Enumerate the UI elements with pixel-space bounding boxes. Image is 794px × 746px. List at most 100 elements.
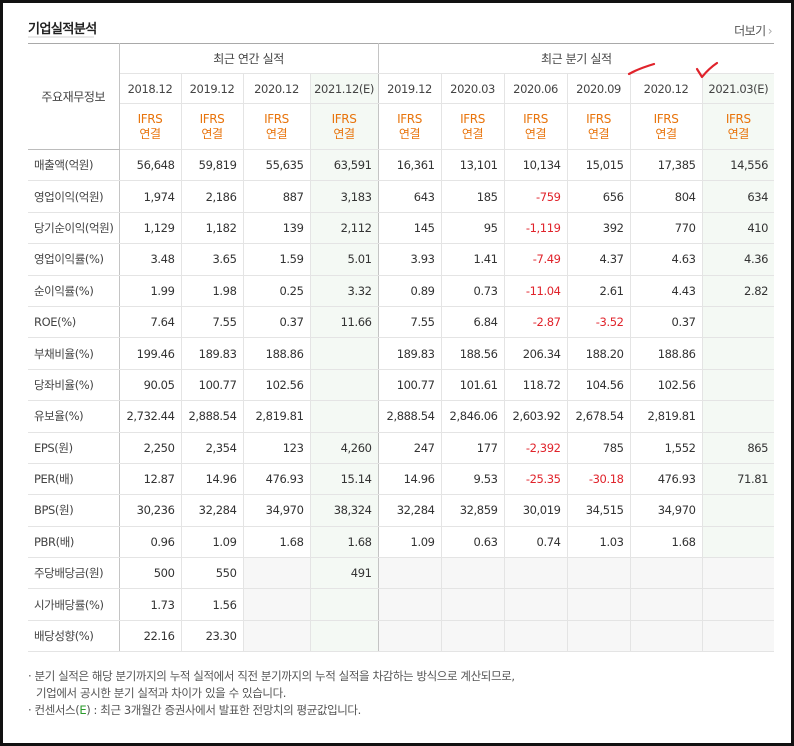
value-cell: 887 [243,180,311,213]
footnote-2-e: E [79,703,87,717]
value-cell [630,557,703,590]
ifrs-badge: IFRS 연결 [119,103,182,150]
value-cell: 14.96 [181,463,244,496]
value-cell [702,494,775,527]
more-label: 더보기 [734,24,766,38]
value-cell: 247 [378,432,442,464]
row-label: 영업이익률(%) [28,243,120,276]
ifrs-badge: IFRS 연결 [378,103,442,150]
value-cell [310,369,379,402]
value-cell: 189.83 [181,337,244,370]
value-cell: 34,970 [630,494,703,527]
period-header: 2021.03(E) [702,73,775,104]
ifrs-badge: IFRS 연결 [567,103,631,150]
value-cell: 3.65 [181,243,244,276]
value-cell: 2,250 [119,432,182,464]
row-label: 주당배당금(원) [28,557,120,590]
ifrs-label: IFRS [199,111,225,126]
value-cell: 2,186 [181,180,244,213]
value-cell: 32,284 [378,494,442,527]
row-label: 매출액(억원) [28,149,120,182]
value-cell: 9.53 [441,463,505,496]
value-cell [243,557,311,590]
value-cell: 5.01 [310,243,379,276]
value-cell [504,557,568,590]
value-cell: 2,732.44 [119,400,182,433]
value-cell: 1,182 [181,212,244,245]
value-cell [702,337,775,370]
value-cell [310,588,379,621]
value-cell: -2.87 [504,306,568,339]
value-cell: 2,678.54 [567,400,631,433]
value-cell: 1.98 [181,275,244,307]
value-cell: 1.03 [567,526,631,559]
value-cell: -7.49 [504,243,568,276]
value-cell: 15.14 [310,463,379,496]
value-cell [567,620,631,653]
table-row: 주당배당금(원) 500 550 491 [28,557,775,590]
value-cell: 1.68 [310,526,379,559]
value-cell: 90.05 [119,369,182,402]
value-cell: 1.59 [243,243,311,276]
value-cell: 0.37 [630,306,703,339]
ifrs-label: IFRS [460,111,485,126]
table-row: 순이익률(%) 1.99 1.98 0.25 3.32 0.89 0.73 -11.04 2.6… [28,275,775,307]
table-row: 시가배당률(%) 1.73 1.56 [28,588,775,621]
row-label: 당기순이익(억원) [28,212,120,245]
value-cell: 2.61 [567,275,631,307]
value-cell [243,620,311,653]
period-header: 2018.12 [119,73,182,104]
value-cell: -3.52 [567,306,631,339]
value-cell: -1,119 [504,212,568,245]
consolidated-label: 연결 [139,126,161,141]
value-cell: -30.18 [567,463,631,496]
red-annotation-dash [627,62,656,76]
value-cell [441,557,505,590]
value-cell: 4.63 [630,243,703,276]
value-cell [630,588,703,621]
value-cell: 139 [243,212,311,245]
table-body: 매출액(억원) 56,648 59,819 55,635 63,591 16,361 13,… [28,149,775,653]
more-link[interactable]: 더보기 › [734,22,772,39]
value-cell: 1,974 [119,180,182,213]
value-cell: 0.25 [243,275,311,307]
period-row: 2018.12 2019.12 2020.12 2021.12(E) 2019.12 20… [28,73,775,104]
value-cell: 145 [378,212,442,245]
period-header: 2020.09 [567,73,631,104]
value-cell: 643 [378,180,442,213]
value-cell: 59,819 [181,149,244,182]
value-cell: -11.04 [504,275,568,307]
value-cell: 63,591 [310,149,379,182]
value-cell: 476.93 [243,463,311,496]
value-cell: 1,129 [119,212,182,245]
value-cell: 410 [702,212,775,245]
value-cell: 23.30 [181,620,244,653]
value-cell: 3.32 [310,275,379,307]
ifrs-label: IFRS [264,111,289,126]
value-cell: 185 [441,180,505,213]
value-cell: 7.64 [119,306,182,339]
value-cell: 392 [567,212,631,245]
value-cell: 102.56 [630,369,703,402]
value-cell: 1.41 [441,243,505,276]
value-cell [441,620,505,653]
value-cell: 206.34 [504,337,568,370]
row-label: 부채비율(%) [28,337,120,370]
value-cell: 189.83 [378,337,442,370]
value-cell: 2,354 [181,432,244,464]
value-cell: 17,385 [630,149,703,182]
value-cell [504,588,568,621]
value-cell: 0.37 [243,306,311,339]
value-cell: 1.68 [630,526,703,559]
value-cell: 0.63 [441,526,505,559]
table-row: ROE(%) 7.64 7.55 0.37 11.66 7.55 6.84 -2.87 -3.5… [28,306,775,339]
value-cell: 500 [119,557,182,590]
value-cell: 118.72 [504,369,568,402]
value-cell [310,400,379,433]
ifrs-badge: IFRS 연결 [630,103,703,150]
value-cell: -25.35 [504,463,568,496]
value-cell [702,557,775,590]
value-cell: 550 [181,557,244,590]
ifrs-badge: IFRS 연결 [441,103,505,150]
value-cell [378,557,442,590]
